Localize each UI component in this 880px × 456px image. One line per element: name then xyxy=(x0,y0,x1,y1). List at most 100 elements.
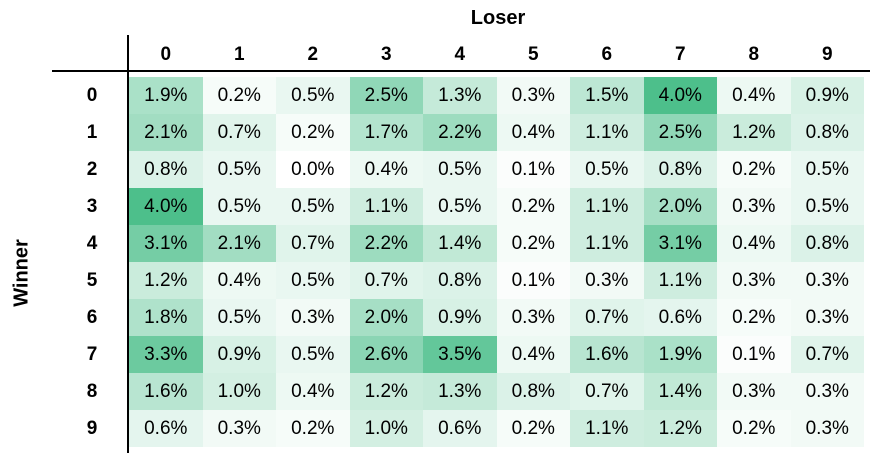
heatmap-cell: 1.7% xyxy=(349,114,423,151)
heatmap-cell: 0.5% xyxy=(423,188,497,225)
heatmap-cell: 0.7% xyxy=(276,225,350,262)
heatmap-cell: 1.9% xyxy=(643,336,717,373)
column-header: 3 xyxy=(380,44,392,65)
heatmap-cell: 0.7% xyxy=(790,336,864,373)
heatmap-cell: 0.8% xyxy=(496,373,570,410)
heatmap-cell: 0.2% xyxy=(202,77,276,114)
heatmap-cell: 1.6% xyxy=(129,373,203,410)
heatmap-cell: 0.9% xyxy=(423,299,497,336)
heatmap-cell: 0.2% xyxy=(276,114,350,151)
heatmap-cell: 0.3% xyxy=(717,188,791,225)
heatmap-cell: 3.1% xyxy=(129,225,203,262)
heatmap-cell: 0.7% xyxy=(570,373,644,410)
row-header: 1 xyxy=(86,122,98,143)
heatmap-cell: 0.8% xyxy=(790,225,864,262)
column-header: 8 xyxy=(748,44,760,65)
heatmap-cell: 1.1% xyxy=(570,410,644,447)
heatmap-cell: 0.8% xyxy=(790,114,864,151)
column-header: 0 xyxy=(160,44,172,65)
heatmap-cell: 4.0% xyxy=(643,77,717,114)
heatmap-cell: 0.5% xyxy=(276,188,350,225)
heatmap-cell: 1.1% xyxy=(570,188,644,225)
heatmap-cell: 2.6% xyxy=(349,336,423,373)
column-header: 2 xyxy=(307,44,319,65)
heatmap-cell: 0.9% xyxy=(202,336,276,373)
heatmap-cell: 0.3% xyxy=(790,299,864,336)
heatmap-cell: 0.3% xyxy=(717,373,791,410)
heatmap-cell: 0.2% xyxy=(717,151,791,188)
column-header: 1 xyxy=(233,44,245,65)
heatmap-cell: 1.0% xyxy=(349,410,423,447)
heatmap-cell: 0.2% xyxy=(496,410,570,447)
heatmap-cell: 2.1% xyxy=(202,225,276,262)
heatmap-cell: 2.1% xyxy=(129,114,203,151)
heatmap-cell: 2.2% xyxy=(349,225,423,262)
heatmap-cell: 1.6% xyxy=(570,336,644,373)
row-header: 0 xyxy=(86,85,98,106)
heatmap-cell: 0.3% xyxy=(570,262,644,299)
heatmap-cell: 0.5% xyxy=(276,77,350,114)
heatmap-cell: 0.5% xyxy=(423,151,497,188)
row-header: 5 xyxy=(86,270,98,291)
heatmap-cell: 0.5% xyxy=(570,151,644,188)
heatmap-cell: 2.5% xyxy=(349,77,423,114)
heatmap-cell: 0.4% xyxy=(717,225,791,262)
heatmap-cell: 2.0% xyxy=(349,299,423,336)
heatmap-cell: 2.0% xyxy=(643,188,717,225)
x-axis-title: Loser xyxy=(470,7,526,29)
heatmap-cell: 1.1% xyxy=(570,114,644,151)
heatmap-cell: 0.5% xyxy=(790,188,864,225)
heatmap-cell: 0.2% xyxy=(496,188,570,225)
heatmap-cell: 0.7% xyxy=(202,114,276,151)
row-header: 6 xyxy=(86,307,98,328)
row-header: 8 xyxy=(86,381,98,402)
heatmap-cell: 3.5% xyxy=(423,336,497,373)
row-header: 9 xyxy=(86,418,98,439)
column-header: 6 xyxy=(601,44,613,65)
y-axis-title-wrap: Winner xyxy=(2,0,42,456)
header-divider xyxy=(52,70,870,72)
column-header: 7 xyxy=(674,44,686,65)
heatmap-cell: 0.2% xyxy=(717,410,791,447)
heatmap-cell: 1.2% xyxy=(717,114,791,151)
heatmap-cell: 1.0% xyxy=(202,373,276,410)
heatmap-cell: 1.2% xyxy=(643,410,717,447)
heatmap-cell: 0.5% xyxy=(276,336,350,373)
heatmap-cell: 0.8% xyxy=(423,262,497,299)
row-header: 4 xyxy=(86,233,98,254)
heatmap-cell: 0.7% xyxy=(349,262,423,299)
heatmap-cell: 0.1% xyxy=(496,262,570,299)
heatmap-cell: 0.3% xyxy=(496,299,570,336)
heatmap-cell: 1.2% xyxy=(129,262,203,299)
row-header: 3 xyxy=(86,196,98,217)
column-header: 5 xyxy=(527,44,539,65)
row-header: 7 xyxy=(86,344,98,365)
heatmap-cell: 0.2% xyxy=(496,225,570,262)
heatmap-cell: 1.1% xyxy=(349,188,423,225)
heatmap-cell: 0.3% xyxy=(717,262,791,299)
heatmap-cell: 0.7% xyxy=(570,299,644,336)
heatmap-cell: 0.3% xyxy=(202,410,276,447)
heatmap-cell: 0.6% xyxy=(643,299,717,336)
heatmap-cell: 0.3% xyxy=(790,262,864,299)
heatmap-cell: 1.3% xyxy=(423,77,497,114)
heatmap-cell: 1.2% xyxy=(349,373,423,410)
heatmap-cell: 0.1% xyxy=(717,336,791,373)
heatmap-cell: 0.5% xyxy=(790,151,864,188)
row-header: 2 xyxy=(86,159,98,180)
y-axis-title: Winner xyxy=(10,239,33,307)
heatmap-cell: 0.4% xyxy=(349,151,423,188)
heatmap-cell: 1.4% xyxy=(643,373,717,410)
heatmap-cell: 1.8% xyxy=(129,299,203,336)
heatmap-cell: 0.2% xyxy=(717,299,791,336)
heatmap-cell: 0.5% xyxy=(202,188,276,225)
heatmap-cell: 0.4% xyxy=(496,114,570,151)
heatmap-cell: 0.4% xyxy=(496,336,570,373)
heatmap-cell: 0.3% xyxy=(790,410,864,447)
heatmap-cell: 1.1% xyxy=(570,225,644,262)
heatmap-cell: 0.1% xyxy=(496,151,570,188)
heatmap-cell: 0.2% xyxy=(276,410,350,447)
heatmap-cell: 0.6% xyxy=(129,410,203,447)
heatmap-cell: 0.9% xyxy=(790,77,864,114)
